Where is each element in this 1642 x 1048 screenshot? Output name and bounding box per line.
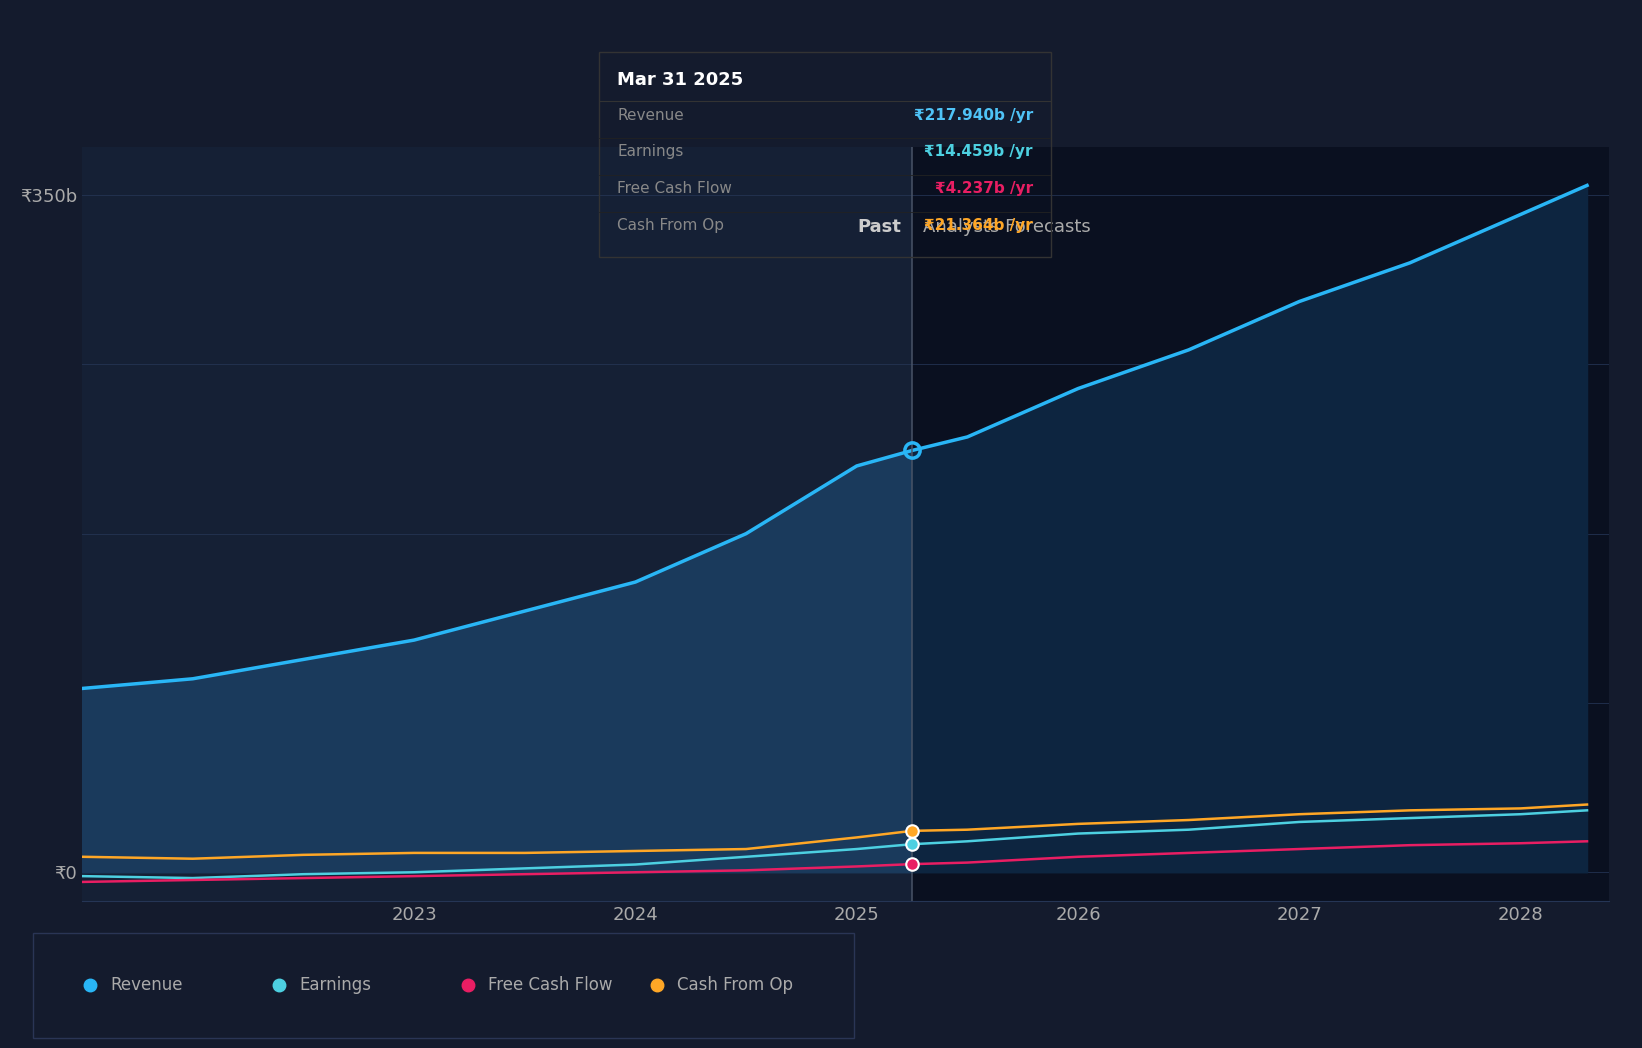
Text: ₹14.459b /yr: ₹14.459b /yr [924,145,1033,159]
Text: Past: Past [857,218,901,236]
Bar [911,147,1609,901]
Text: ₹4.237b /yr: ₹4.237b /yr [934,181,1033,196]
Text: Revenue: Revenue [112,976,184,995]
Text: Mar 31 2025: Mar 31 2025 [617,71,744,89]
Text: Analysts Forecasts: Analysts Forecasts [923,218,1090,236]
Text: Earnings: Earnings [617,145,683,159]
Text: Free Cash Flow: Free Cash Flow [489,976,612,995]
Text: Free Cash Flow: Free Cash Flow [617,181,732,196]
Text: Revenue: Revenue [617,108,685,123]
Bar [82,147,911,901]
Text: ₹21.364b /yr: ₹21.364b /yr [924,218,1033,233]
Text: Earnings: Earnings [300,976,371,995]
Text: Cash From Op: Cash From Op [617,218,724,233]
Text: ₹217.940b /yr: ₹217.940b /yr [913,108,1033,123]
Text: Cash From Op: Cash From Op [678,976,793,995]
